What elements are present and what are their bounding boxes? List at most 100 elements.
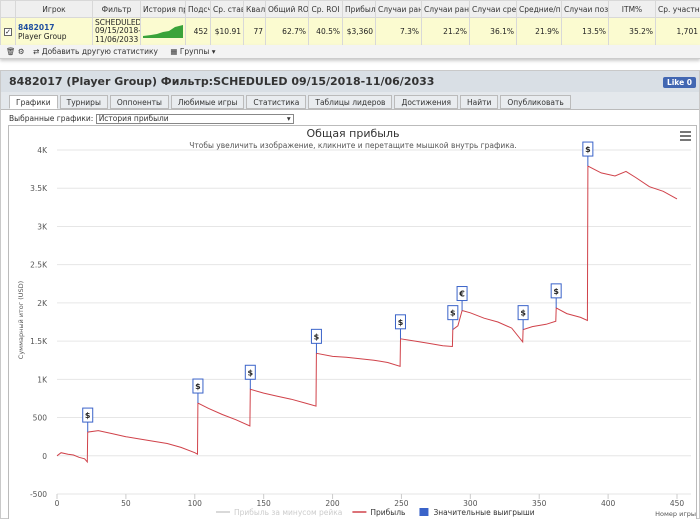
stat-cell: 452 [185,17,211,46]
x-tick-label: 400 [601,499,616,508]
flag[interactable] [447,305,459,321]
icon[interactable]: 🗑 ⚙ [6,47,25,56]
column-header[interactable]: Средние/поз [516,0,562,18]
panel-header: 8482017 (Player Group) Фильтр:SCHEDULED … [1,71,699,92]
y-tick-label: 3.5K [30,184,48,193]
y-tick-label: 3K [37,222,48,231]
flag-label: $ [553,287,559,296]
tab[interactable]: Любимые игры [170,95,245,109]
flag[interactable] [456,286,468,302]
stat-cell: 36.1% [469,17,517,46]
filter-cell: SCHEDULED 09/15/2018- 11/06/2033 [92,17,141,46]
sparkline [143,24,183,38]
flag[interactable] [244,364,256,380]
column-header[interactable]: Случаи позд [561,0,609,18]
flag[interactable] [310,328,322,344]
column-header[interactable]: Случаи сред [469,0,517,18]
chart-title: Общая прибыль [307,127,400,140]
column-header[interactable]: Квали [243,0,266,18]
add-stat-label[interactable]: Добавить другую статистику [41,47,158,56]
x-tick-label: 200 [325,499,340,508]
flag-label: $ [195,382,201,391]
sparkline-cell [140,17,186,46]
legend-label[interactable]: Значительные выигрыши [433,508,534,517]
column-header[interactable]: Игрок [15,0,93,18]
data-row[interactable]: ✓ 8482017 Player Group SCHEDULED 09/15/2018-… [0,17,700,46]
x-tick-label: 250 [394,499,409,508]
player-cell: 8482017 Player Group [15,17,93,46]
stat-cell: 77 [243,17,266,46]
column-header[interactable]: Ср. участни [655,0,700,18]
tab[interactable]: Достижения [394,95,458,109]
x-axis-label: Номер игры [655,510,696,518]
stat-cell: 7.3% [375,17,422,46]
flag-label: € [458,290,465,299]
column-header[interactable]: Общий ROI [265,0,309,18]
toolbar: 🗑 ⚙ ⇄ Добавить другую статистику ▦ Групп… [0,45,700,59]
legend-label[interactable]: Прибыль [370,508,405,517]
column-header[interactable]: Случаи ранн [421,0,470,18]
y-tick-label: 0 [42,452,47,461]
y-tick-label: 2K [37,299,48,308]
flag-label: $ [248,368,254,377]
stat-cell: $3,360 [342,17,376,46]
y-tick-label: 1K [37,375,48,384]
y-tick-label: 2.5K [30,261,48,270]
column-header[interactable]: История при [140,0,186,18]
add-stat[interactable]: ⇄ Добавить другую статистику [33,47,158,56]
tab[interactable]: Турниры [59,95,108,109]
tab[interactable]: Оппоненты [109,95,169,109]
menu-icon[interactable] [680,131,691,141]
tab[interactable]: Опубликовать [500,95,571,109]
tab[interactable]: Таблицы лидеров [308,95,393,109]
groups[interactable]: ▦ Группы ▾ [170,47,216,56]
groups-label[interactable]: Группы [179,47,210,56]
legend-swatch [419,508,429,516]
flag[interactable] [394,314,406,330]
flag-label: $ [314,332,320,341]
column-header[interactable]: Случаи ранн [375,0,422,18]
chart-subtitle: Чтобы увеличить изображение, кликните и … [189,141,517,150]
y-axis-label: Суммарный итог (USD) [17,281,25,359]
column-header[interactable]: Прибыль [342,0,376,18]
flag-label: $ [398,318,404,327]
tab[interactable]: Статистика [246,95,307,109]
y-tick-label: 4K [37,146,48,155]
column-header[interactable]: Подсче [185,0,211,18]
x-tick-label: 350 [532,499,547,508]
legend-label[interactable]: Прибыль за минусом рейка [234,508,342,517]
y-tick-label: 500 [33,414,48,423]
stat-cell: 13.5% [561,17,609,46]
flag[interactable] [82,407,94,423]
flag[interactable] [517,305,529,321]
column-header[interactable]: Ср. став [210,0,244,18]
flag[interactable] [582,141,594,157]
flag[interactable] [550,283,562,299]
tab[interactable]: Найти [459,95,499,109]
tabs: Графики Турниры Оппоненты Любимые игры Стати… [1,92,699,110]
stat-cell: 35.2% [608,17,656,46]
column-header[interactable]: ITM% [608,0,656,18]
stat-cell: 21.9% [516,17,562,46]
tab[interactable]: Графики [9,95,58,109]
selector[interactable]: История прибыли ▾ [95,114,294,124]
column-header[interactable]: Ср. ROI [308,0,343,18]
filter-line: 09/15/2018- [95,26,141,36]
x-tick-label: 300 [463,499,478,508]
flag-label: $ [450,309,456,318]
chart-frame [8,125,697,519]
x-tick-label: 0 [55,499,60,508]
x-tick-label: 100 [188,499,203,508]
y-tick-label: -500 [30,490,47,499]
flag-label: $ [85,411,91,420]
column-header[interactable]: Фильтр [92,0,141,18]
flag[interactable] [192,378,204,394]
selector-value[interactable]: История прибыли [98,114,169,123]
like-button[interactable]: Like 0 [662,77,696,88]
x-tick-label: 450 [670,499,685,508]
row-check[interactable]: ✓ [0,17,16,46]
